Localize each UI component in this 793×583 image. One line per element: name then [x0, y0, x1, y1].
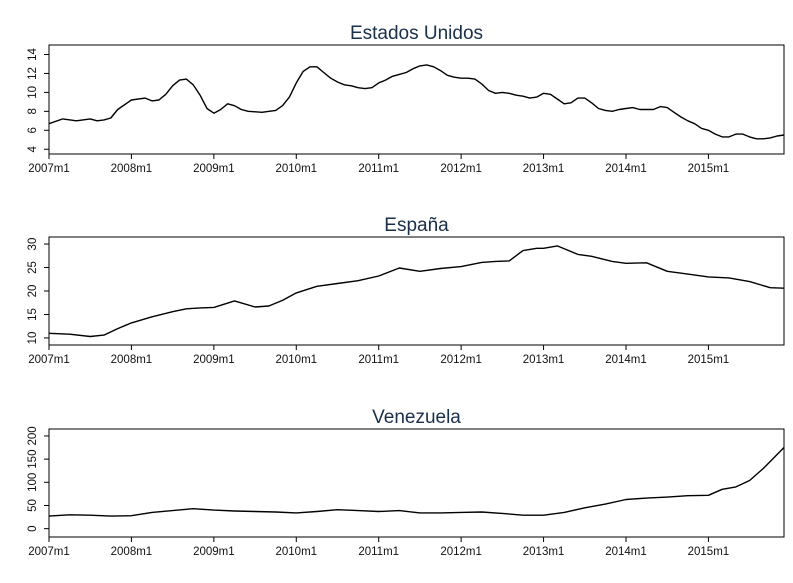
estados-unidos-y-tick-label: 8	[27, 108, 39, 114]
venezuela-y-tick-label: 50	[27, 499, 39, 512]
espana-x-tick-label: 2013m1	[523, 354, 565, 366]
espana-y-tick-label: 15	[27, 308, 39, 321]
espana-x-tick-label: 2014m1	[605, 354, 647, 366]
espana-y-tick-label: 10	[27, 332, 39, 345]
venezuela-x-tick-label: 2011m1	[358, 546, 399, 558]
estados-unidos-x-tick-label: 2015m1	[688, 163, 730, 175]
espana-x-tick-label: 2009m1	[193, 354, 235, 366]
venezuela-y-tick-label: 100	[27, 473, 39, 492]
espana-x-tick-label: 2015m1	[688, 354, 730, 366]
venezuela-x-tick-label: 2015m1	[688, 546, 730, 558]
estados-unidos-plot-frame	[48, 44, 785, 155]
venezuela-x-tick-label: 2008m1	[111, 546, 153, 558]
venezuela-x-tick-label: 2010m1	[275, 546, 317, 558]
venezuela-title: Venezuela	[372, 407, 461, 428]
estados-unidos-title: Estados Unidos	[350, 23, 483, 44]
espana-y-tick-label: 30	[27, 238, 39, 251]
estados-unidos-x-tick-label: 2013m1	[523, 163, 565, 175]
venezuela-series-line	[48, 447, 785, 517]
espana-x-tick-label: 2011m1	[358, 354, 399, 366]
estados-unidos-y-tick-label: 4	[27, 145, 39, 152]
estados-unidos-x-tick-label: 2007m1	[28, 163, 70, 175]
venezuela-y-tick-label: 200	[27, 426, 39, 445]
estados-unidos-y-tick-label: 6	[27, 127, 39, 133]
estados-unidos-y-tick-label: 12	[27, 67, 39, 80]
espana-y-tick-label: 20	[27, 285, 39, 298]
estados-unidos-y-tick-label: 14	[27, 47, 39, 60]
espana-series-line	[48, 245, 785, 338]
venezuela-x-tick-label: 2013m1	[523, 546, 565, 558]
venezuela-x-tick-label: 2009m1	[193, 546, 235, 558]
espana-x-tick-label: 2010m1	[275, 354, 317, 366]
espana-x-tick-label: 2007m1	[28, 354, 70, 366]
espana-plot-frame	[48, 236, 785, 346]
estados-unidos-x-tick-label: 2012m1	[440, 163, 482, 175]
venezuela-y-tick-label: 150	[27, 450, 39, 469]
estados-unidos-y-tick-label: 10	[27, 86, 39, 99]
espana-title: España	[384, 215, 449, 236]
venezuela-y-tick-label: 0	[27, 525, 39, 531]
venezuela-x-tick-label: 2012m1	[440, 546, 482, 558]
espana-x-tick-label: 2012m1	[440, 354, 482, 366]
estados-unidos-x-tick-label: 2010m1	[275, 163, 317, 175]
espana-x-tick-label: 2008m1	[111, 354, 153, 366]
espana-y-tick-label: 25	[27, 261, 39, 274]
venezuela-plot-frame	[48, 428, 785, 538]
estados-unidos-series-line	[48, 64, 785, 140]
estados-unidos-x-tick-label: 2009m1	[193, 163, 235, 175]
estados-unidos-x-tick-label: 2008m1	[111, 163, 153, 175]
venezuela-x-tick-label: 2007m1	[28, 546, 70, 558]
estados-unidos-x-tick-label: 2011m1	[358, 163, 399, 175]
venezuela-x-tick-label: 2014m1	[605, 546, 647, 558]
estados-unidos-x-tick-label: 2014m1	[605, 163, 647, 175]
